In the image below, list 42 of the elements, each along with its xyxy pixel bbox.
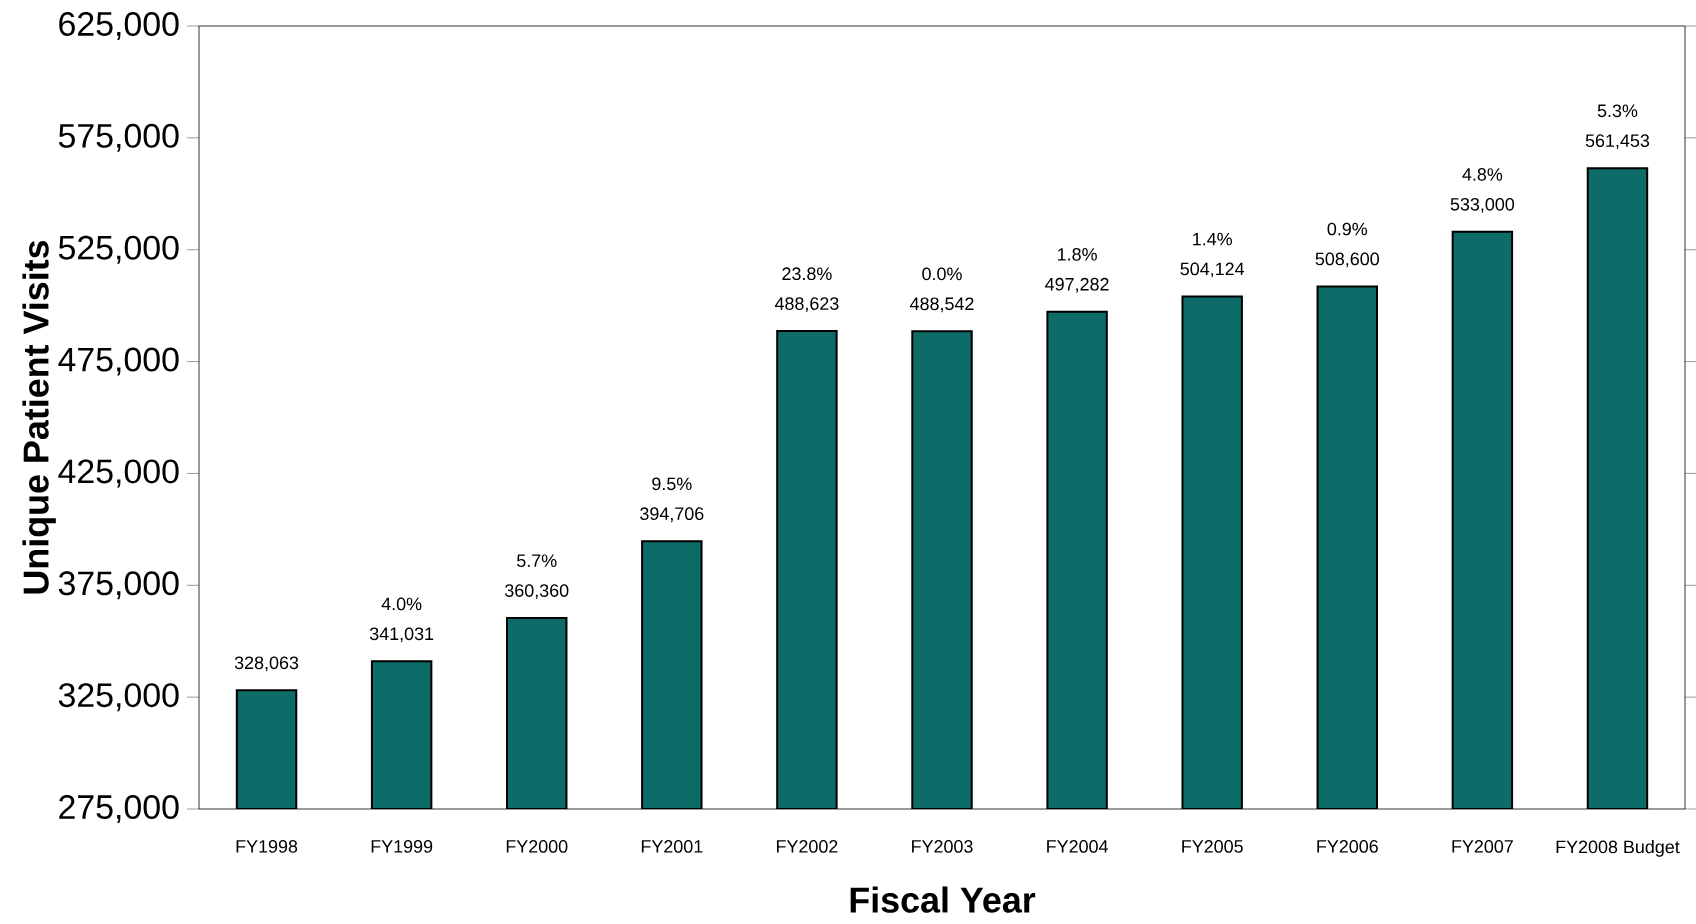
data-label: 328,063 [234, 656, 299, 672]
y-tick-label: 425,000 [58, 459, 179, 488]
data-label: 508,600 [1315, 252, 1379, 268]
data-label: 360,360 [505, 584, 569, 599]
x-axis-title: Fiscal Year [850, 886, 1036, 913]
data-label: 488,542 [910, 297, 974, 313]
y-tick-label: 475,000 [58, 347, 179, 376]
y-tick-label: 525,000 [58, 235, 179, 264]
x-tick-label: FY2002 [776, 840, 838, 853]
x-tick-label: FY2004 [1047, 840, 1108, 853]
data-label: 497,282 [1045, 277, 1109, 293]
data-label: 561,453 [1585, 134, 1650, 150]
data-label: 533,000 [1450, 197, 1515, 213]
x-tick-label: FY2008 Budget [1556, 840, 1680, 857]
y-tick-label: 575,000 [58, 123, 179, 152]
data-label: 394,706 [640, 507, 704, 523]
x-tick-label: FY2005 [1182, 840, 1243, 853]
annotation: 0.9% [1327, 222, 1368, 236]
annotation: 9.5% [652, 477, 692, 491]
x-tick-label: FY2003 [912, 840, 973, 853]
data-label: 488,623 [774, 297, 839, 313]
y-tick-label: 275,000 [59, 795, 179, 823]
annotation: 4.8% [1462, 168, 1503, 181]
y-tick-label: 625,000 [59, 12, 179, 40]
data-label: 341,031 [369, 627, 434, 643]
annotation: 0.0% [922, 267, 962, 281]
annotation: 4.0% [381, 597, 422, 611]
x-tick-label: FY2001 [641, 840, 703, 853]
y-tick-label: 325,000 [58, 683, 179, 712]
x-tick-label: FY2006 [1317, 840, 1378, 853]
annotation: 5.3% [1597, 104, 1638, 118]
x-tick-label: FY1999 [371, 840, 433, 853]
y-tick-label: 375,000 [58, 571, 179, 600]
annotation: 5.7% [517, 554, 557, 568]
annotation: 1.4% [1193, 232, 1232, 246]
data-label: 504,124 [1180, 262, 1245, 278]
x-tick-label: FY1998 [236, 840, 298, 853]
x-tick-label: FY2000 [506, 840, 568, 853]
x-tick-label: FY2007 [1452, 840, 1513, 853]
annotation: 1.8% [1058, 247, 1097, 261]
annotation: 23.8% [782, 267, 832, 281]
y-axis-title: Unique Patient Visits [22, 240, 56, 594]
